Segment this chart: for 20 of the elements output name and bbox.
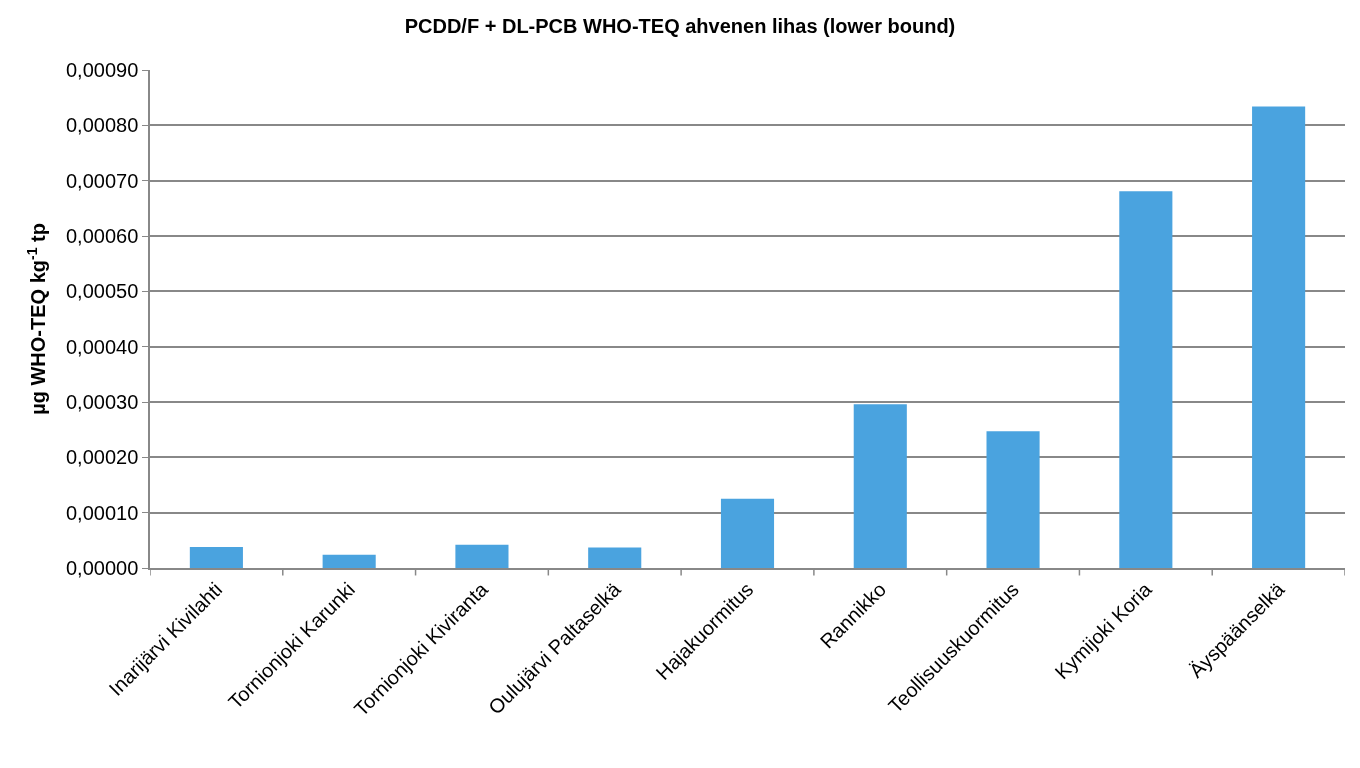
y-tick-label: 0,00080 bbox=[65, 114, 139, 137]
y-tick-label: 0,00020 bbox=[65, 446, 139, 469]
y-tick-label: 0,00060 bbox=[65, 225, 139, 247]
y-tick-label: 0,00040 bbox=[65, 335, 139, 358]
y-tick-label: 0,00050 bbox=[65, 280, 139, 303]
bar bbox=[588, 547, 642, 568]
bar bbox=[189, 546, 243, 568]
bar bbox=[455, 544, 509, 568]
bar bbox=[853, 404, 907, 568]
bar bbox=[986, 431, 1040, 568]
y-tick-label: 0,00000 bbox=[65, 557, 139, 579]
y-tick-label: 0,00070 bbox=[65, 169, 139, 192]
bar bbox=[1252, 106, 1306, 568]
bar bbox=[1119, 191, 1173, 568]
bar bbox=[720, 498, 775, 568]
bar bbox=[322, 554, 376, 568]
chart-title: PCDD/F + DL-PCB WHO-TEQ ahvenen lihas (lower bound) bbox=[404, 15, 956, 38]
y-tick-label: 0,00030 bbox=[65, 391, 139, 413]
y-tick-label: 0,00010 bbox=[65, 501, 139, 524]
y-tick-label: 0,00090 bbox=[65, 59, 139, 81]
